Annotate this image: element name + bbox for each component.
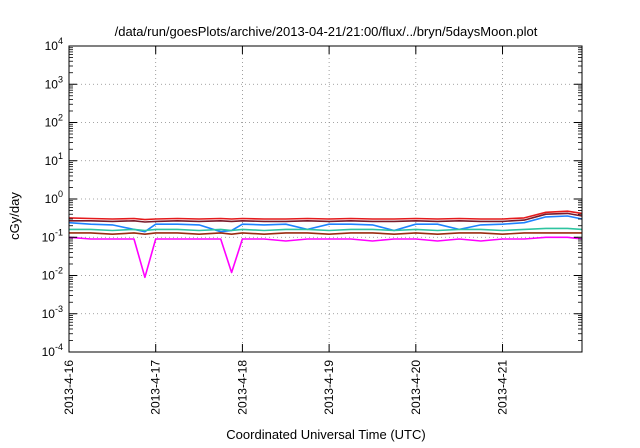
series-layer <box>68 210 583 279</box>
x-tick-label: 2013-4-19 <box>322 360 336 415</box>
series-line-6 <box>68 236 583 279</box>
y-tick-label: 10-1 <box>42 227 63 244</box>
x-tick-label: 2013-4-20 <box>409 360 423 415</box>
series-line-5 <box>69 232 582 235</box>
series-line-1 <box>68 210 583 221</box>
y-tick-label: 103 <box>45 74 63 91</box>
chart-title: /data/run/goesPlots/archive/2013-04-21/2… <box>115 24 538 39</box>
y-tick-label: 100 <box>45 189 63 206</box>
x-tick-label: 2013-4-17 <box>149 360 163 415</box>
y-tick-labels: 10-4 10-3 10-2 10-1 100 101 102 103 104 <box>42 36 63 359</box>
y-tick-label: 10-3 <box>42 304 63 321</box>
y-tick-label: 104 <box>45 36 63 53</box>
y-tick-label: 101 <box>45 151 63 168</box>
series-line-4 <box>69 227 583 232</box>
y-axis-label: cGy/day <box>7 192 22 240</box>
y-tick-label: 10-4 <box>42 342 63 359</box>
grid <box>69 46 582 352</box>
ticks <box>68 45 582 353</box>
x-tick-label: 2013-4-21 <box>496 360 510 415</box>
x-tick-label: 2013-4-16 <box>62 360 76 415</box>
x-tick-label: 2013-4-18 <box>235 360 249 415</box>
x-tick-labels: 2013-4-16 2013-4-17 2013-4-18 2013-4-19 2013… <box>62 360 510 415</box>
x-axis-label: Coordinated Universal Time (UTC) <box>226 427 425 442</box>
y-tick-label: 102 <box>45 113 63 130</box>
series-line-2 <box>69 212 583 223</box>
y-tick-label: 10-2 <box>42 266 63 283</box>
